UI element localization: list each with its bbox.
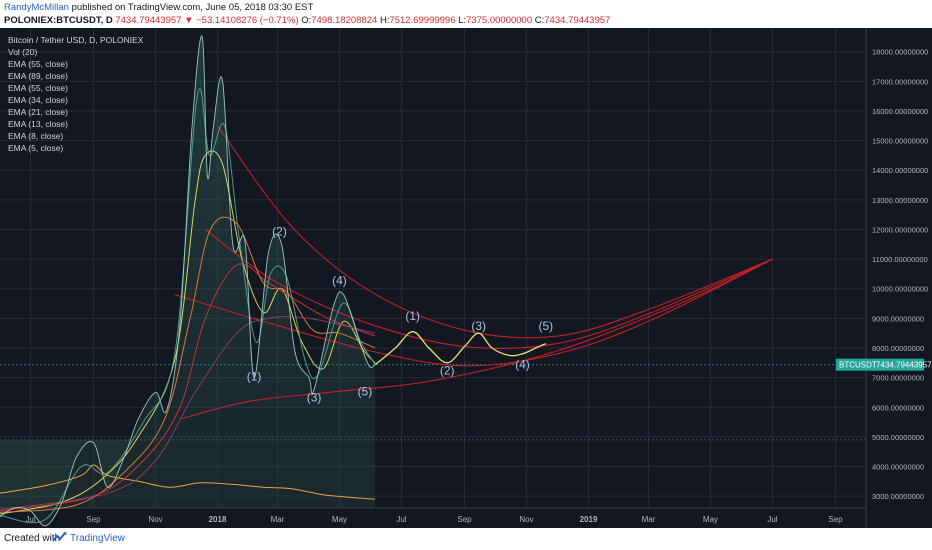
ema-line (0, 216, 376, 513)
down-triangle-icon: ▼ (184, 15, 194, 26)
arc-line (179, 258, 773, 420)
x-tick-label: Nov (148, 515, 162, 524)
y-tick-label: 9000.00000000 (872, 314, 924, 323)
y-tick-label: 17000.00000000 (872, 77, 928, 86)
x-tick-label: Sep (828, 515, 843, 524)
wave-label: (1) (405, 309, 420, 323)
wave-label: (2) (272, 224, 287, 238)
x-tick-label: Mar (271, 515, 285, 524)
tradingview-logo-icon[interactable] (52, 532, 68, 547)
wave-label: (5) (358, 384, 373, 398)
footer: Created with TradingView (0, 528, 932, 550)
y-tick-label: 18000.00000000 (872, 48, 928, 57)
ema-line (0, 150, 376, 515)
ohlc-line: POLONIEX:BTCUSDT, D 7434.79443957 ▼ −53.… (4, 15, 610, 26)
y-tick-label: 4000.00000000 (872, 463, 924, 472)
y-tick-label: 11000.00000000 (872, 255, 928, 264)
y-tick-label: 15000.00000000 (872, 137, 928, 146)
created-with-label: Created with (4, 533, 61, 544)
high-value: 7512.69999996 (389, 15, 456, 26)
wave-label: (5) (538, 319, 553, 333)
wave-label: (4) (515, 358, 530, 372)
price-area-fill (0, 35, 376, 526)
y-tick-label: 6000.00000000 (872, 403, 924, 412)
legend-item[interactable]: EMA (13, close) (8, 119, 68, 129)
legend-item[interactable]: EMA (8, close) (8, 131, 63, 141)
x-tick-label: Sep (86, 515, 101, 524)
open-value: 7498.18208824 (311, 15, 378, 26)
author-link[interactable]: RandyMcMillan (4, 2, 69, 13)
price-line (0, 35, 376, 527)
legend-item[interactable]: EMA (89, close) (8, 71, 68, 81)
x-tick-label: May (703, 515, 718, 524)
y-tick-label: 14000.00000000 (872, 166, 928, 175)
symbol-label: POLONIEX:BTCUSDT, D (4, 15, 113, 26)
wave-label: (1) (247, 370, 262, 384)
legend-item[interactable]: Bitcoin / Tether USD, D, POLONIEX (8, 35, 144, 45)
price-chart[interactable]: (1) (2) (3) (4) (5) (1) (2) (3) (4) (5) 3000.0000… (0, 28, 932, 528)
x-tick-label: Jul (25, 515, 35, 524)
indicator-legend: Bitcoin / Tether USD, D, POLONIEX Vol (2… (8, 35, 144, 153)
y-tick-label: 3000.00000000 (872, 492, 924, 501)
high-label: H: (379, 15, 390, 26)
low-value: 7375.00000000 (466, 15, 533, 26)
x-tick-label: Mar (642, 515, 656, 524)
low-label: L: (458, 15, 467, 26)
price-tag-value: 7434.79443957 (876, 361, 932, 370)
close-label: C: (534, 15, 545, 26)
x-tick-label: 2018 (209, 515, 227, 524)
volume-band (0, 464, 376, 500)
volume-area (0, 439, 376, 508)
ema-line (0, 263, 376, 512)
arc-line (174, 258, 773, 367)
x-tick-label: Sep (457, 515, 472, 524)
y-tick-label: 7000.00000000 (872, 374, 924, 383)
time-axis[interactable]: Jul Sep Nov 2018 Mar May Jul Sep Nov 2019 Mar May Ju… (25, 515, 843, 524)
price-tag-symbol: BTCUSDT (839, 361, 877, 370)
wave-projection (374, 331, 547, 366)
x-tick-label: Nov (519, 515, 533, 524)
arc-line (217, 125, 773, 339)
chart-header: RandyMcMillan published on TradingView.c… (0, 0, 932, 28)
x-tick-label: May (332, 515, 347, 524)
y-tick-label: 10000.00000000 (872, 285, 928, 294)
open-label: O: (301, 15, 312, 26)
legend-item[interactable]: EMA (5, close) (8, 143, 63, 153)
ema-line (0, 316, 376, 510)
price-axis[interactable]: 3000.00000000 4000.00000000 5000.00000000 6… (872, 48, 928, 501)
wave-label: (4) (332, 273, 347, 287)
publish-info: published on TradingView.com, June 05, 2… (71, 2, 314, 13)
volume-ma-line (0, 464, 376, 500)
y-tick-label: 16000.00000000 (872, 107, 928, 116)
last-price: 7434.79443957 (115, 15, 182, 26)
y-tick-label: 5000.00000000 (872, 433, 924, 442)
legend-item[interactable]: Vol (20) (8, 47, 37, 57)
wave-label: (3) (307, 390, 322, 404)
close-value: 7434.79443957 (544, 15, 611, 26)
y-tick-label: 8000.00000000 (872, 344, 924, 353)
wave-labels: (1) (2) (3) (4) (5) (1) (2) (3) (4) (5) (247, 224, 553, 404)
price-change: −53.14108276 (−0.71%) (196, 15, 299, 26)
y-tick-label: 12000.00000000 (872, 225, 928, 234)
wave-label: (3) (471, 319, 486, 333)
chart-area[interactable]: (1) (2) (3) (4) (5) (1) (2) (3) (4) (5) 3000.0000… (0, 28, 932, 528)
x-tick-label: Jul (396, 515, 406, 524)
wave-label: (2) (440, 364, 455, 378)
legend-item[interactable]: EMA (34, close) (8, 95, 68, 105)
publish-line: RandyMcMillan published on TradingView.c… (4, 2, 313, 13)
legend-item[interactable]: EMA (21, close) (8, 107, 68, 117)
price-line-path (0, 35, 376, 527)
tradingview-brand[interactable]: TradingView (70, 533, 126, 544)
projection-line (374, 331, 547, 366)
y-tick-label: 13000.00000000 (872, 196, 928, 205)
price-tag-box (836, 358, 924, 371)
last-price-tag: BTCUSDT 7434.79443957 (836, 358, 932, 371)
x-tick-label: Jul (767, 515, 777, 524)
x-tick-label: 2019 (580, 515, 598, 524)
legend-item[interactable]: EMA (55, close) (8, 83, 68, 93)
legend-item[interactable]: EMA (55, close) (8, 59, 68, 69)
